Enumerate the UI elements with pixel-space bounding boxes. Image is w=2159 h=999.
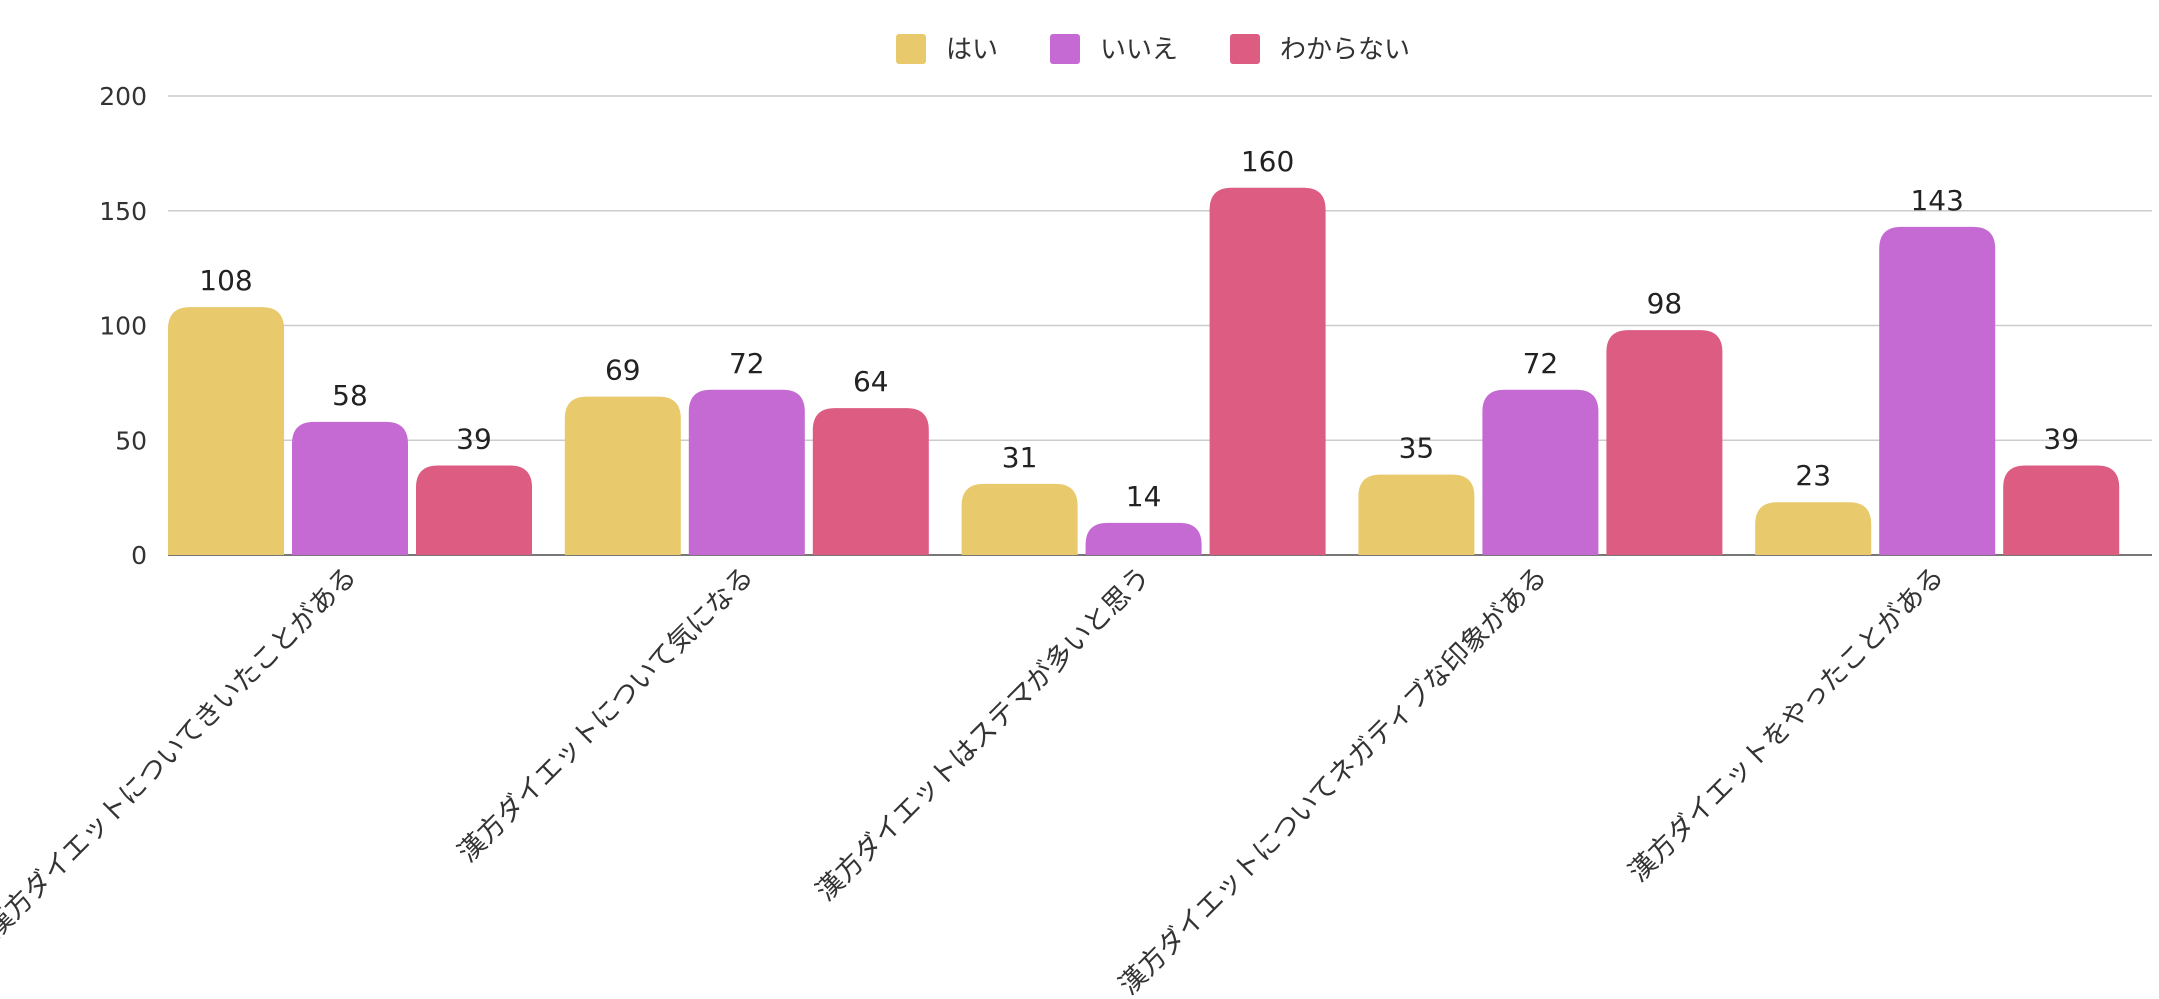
y-tick-label: 0 [131, 541, 147, 570]
legend-swatch [896, 34, 926, 64]
data-label: 23 [1795, 459, 1831, 492]
y-axis-ticks: 0 50 100 150 200 [99, 82, 147, 570]
bar-2-5[interactable] [1879, 226, 1996, 555]
data-label: 98 [1647, 287, 1683, 320]
category-label: 漢方ダイエットについてきいたことがある [0, 561, 363, 944]
bar-2-1[interactable] [292, 421, 408, 555]
legend-swatch [1230, 34, 1260, 64]
bars [168, 187, 2120, 556]
bar-3-3[interactable] [1209, 187, 1326, 556]
legend-item[interactable]: いいえ [1050, 34, 1178, 65]
bar-2-2[interactable] [688, 389, 805, 555]
bar-1-5[interactable] [1755, 502, 1872, 555]
legend-item[interactable]: わからない [1230, 34, 1410, 65]
data-label: 69 [605, 354, 641, 387]
data-label: 64 [853, 365, 889, 398]
legend-label: はい [946, 35, 998, 65]
category-label: 漢方ダイエットについてネガティブな印象がある [1113, 561, 1553, 999]
data-label: 108 [199, 264, 252, 297]
data-labels: 108 58 39 69 72 64 31 14 160 35 72 98 23 143 39 [199, 145, 2079, 513]
category-label: 漢方ダイエットはステマが多いと思う [810, 561, 1156, 907]
bar-3-4[interactable] [1606, 330, 1723, 555]
data-label: 58 [332, 379, 368, 412]
bar-1-4[interactable] [1358, 474, 1475, 555]
bar-3-5[interactable] [2003, 465, 2120, 555]
legend-label: いいえ [1100, 35, 1178, 65]
y-tick-label: 100 [99, 312, 147, 341]
legend-label: わからない [1280, 35, 1410, 65]
data-label: 39 [456, 422, 492, 455]
y-tick-label: 200 [99, 82, 147, 111]
data-label: 143 [1910, 184, 1963, 217]
legend-swatch [1050, 34, 1080, 64]
data-label: 31 [1002, 441, 1038, 474]
category-labels: 漢方ダイエットについてきいたことがある 漢方ダイエットについて気になる 漢方ダイエッ… [0, 561, 1950, 999]
legend-item[interactable]: はい [896, 34, 998, 65]
bar-3-1[interactable] [416, 465, 532, 555]
data-label: 35 [1399, 432, 1435, 465]
y-tick-label: 50 [115, 426, 147, 455]
bar-3-2[interactable] [812, 408, 929, 555]
bar-1-2[interactable] [564, 396, 681, 555]
data-label: 160 [1241, 145, 1294, 178]
legend[interactable]: はい いいえ わからない [896, 34, 1410, 65]
data-label: 39 [2043, 422, 2079, 455]
category-label: 漢方ダイエットについて気になる [452, 561, 760, 869]
y-tick-label: 150 [99, 197, 147, 226]
bar-2-4[interactable] [1482, 389, 1599, 555]
bar-1-1[interactable] [168, 307, 284, 555]
data-label: 14 [1126, 480, 1162, 513]
bar-1-3[interactable] [961, 483, 1078, 555]
data-label: 72 [729, 347, 765, 380]
bar-2-3[interactable] [1085, 522, 1202, 555]
category-label: 漢方ダイエットをやったことがある [1623, 561, 1950, 888]
data-label: 72 [1523, 347, 1559, 380]
